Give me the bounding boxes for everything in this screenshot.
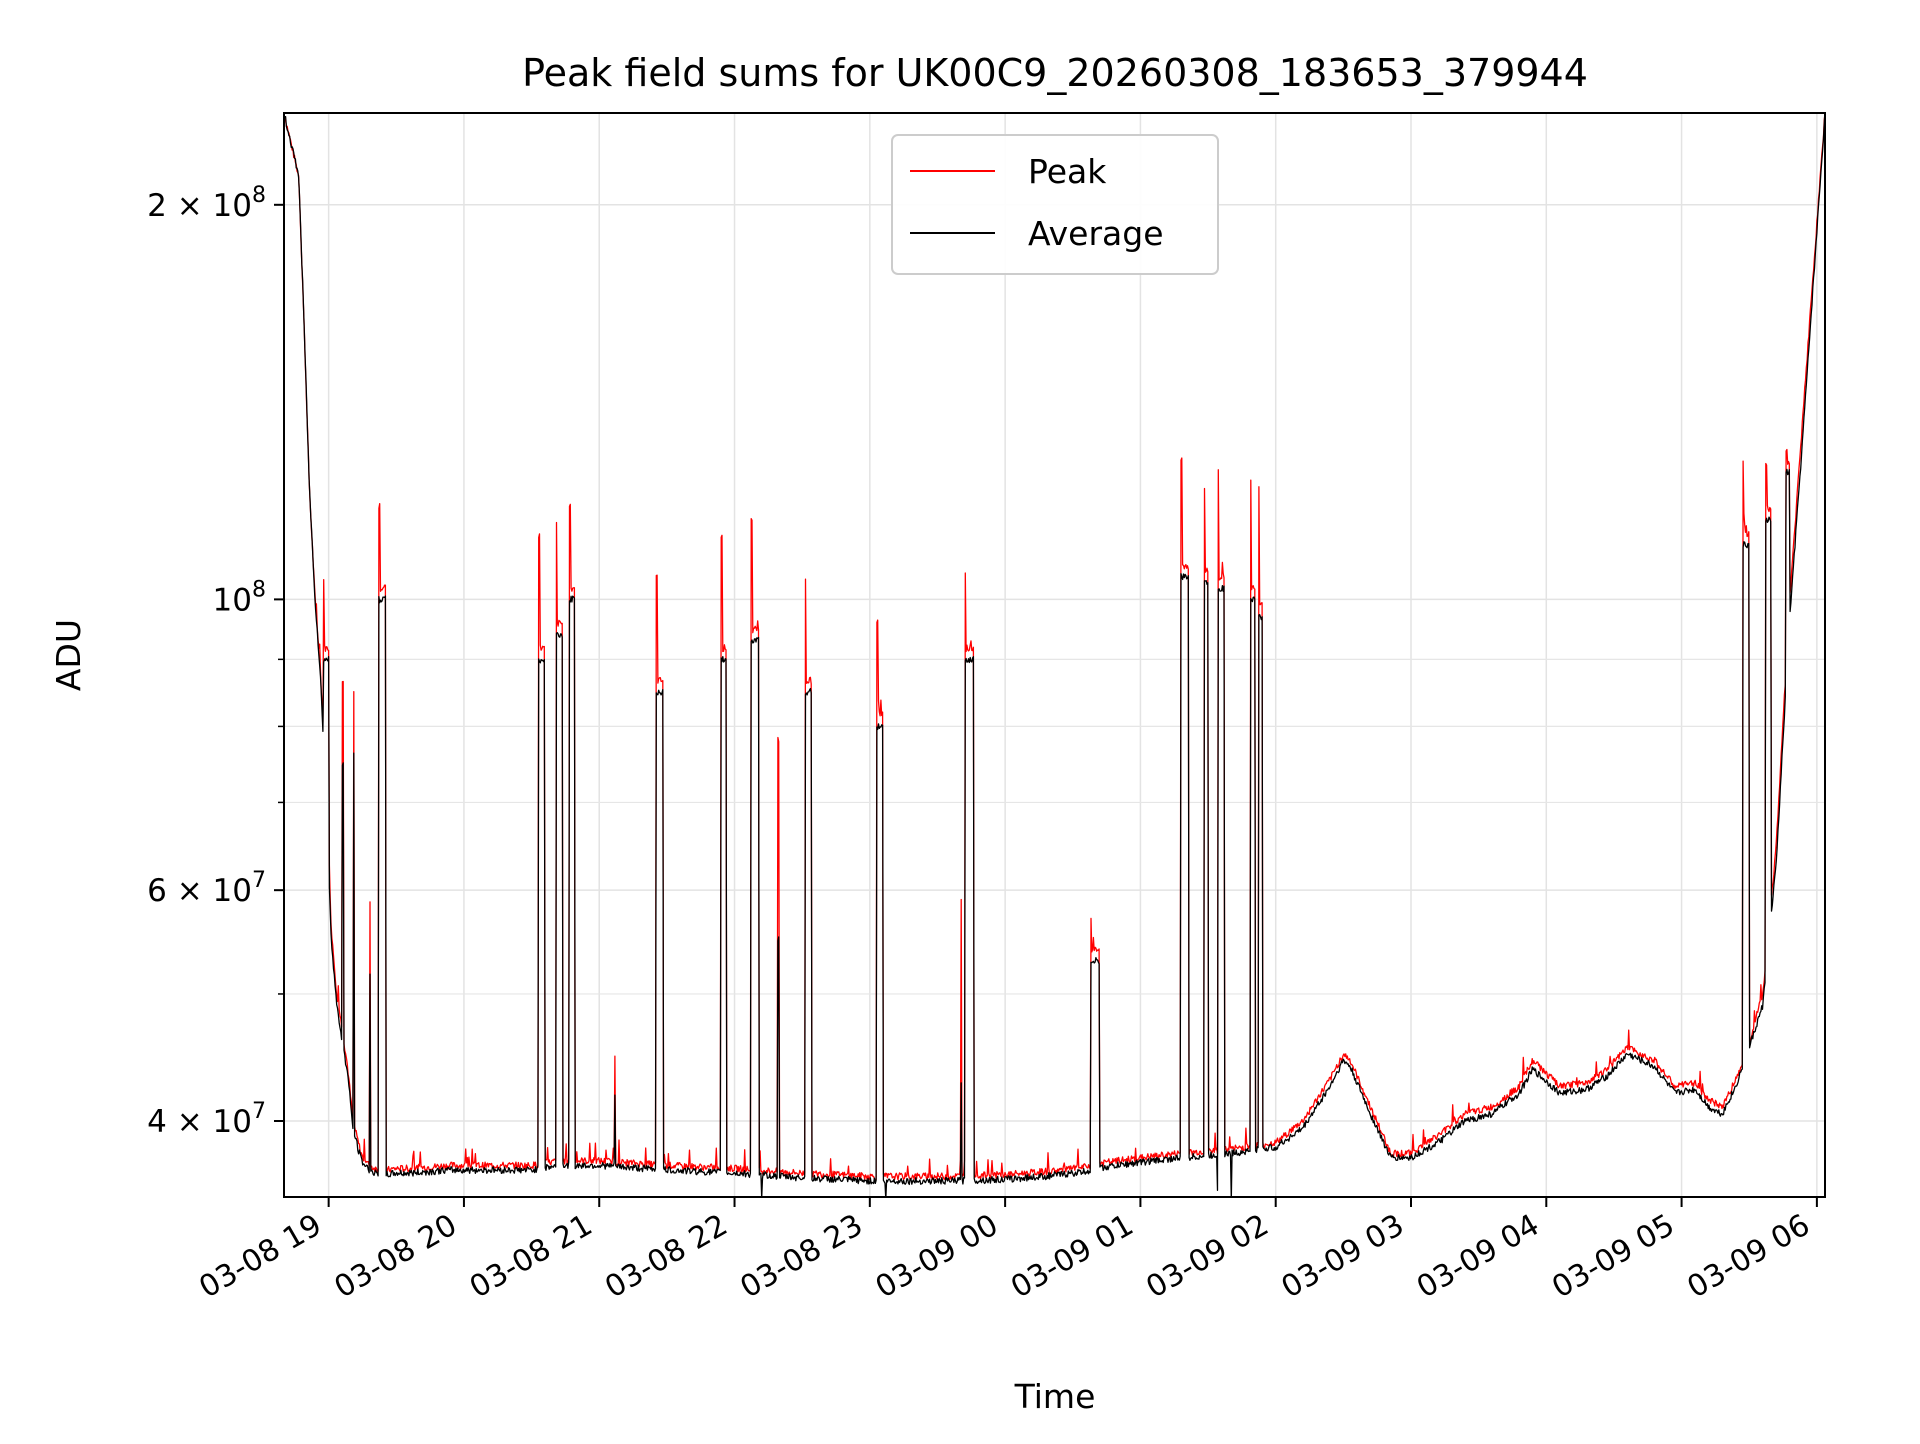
legend-box [891, 134, 1219, 275]
legend-label-average: Average [1028, 214, 1164, 253]
legend-label-peak: Peak [1028, 152, 1107, 191]
grid-lines [284, 113, 1825, 1197]
series-line-peak [284, 113, 1825, 1181]
y-tick-label: 2 × 108 [147, 183, 266, 224]
y-tick-label: 4 × 107 [147, 1099, 266, 1140]
y-tick-label: 108 [213, 577, 266, 618]
series-line-average [284, 113, 1825, 1197]
y-tick-label: 6 × 107 [147, 868, 266, 909]
series-layer [284, 113, 1825, 1197]
plot-frame [283, 112, 1826, 1198]
x-axis-label: Time [1014, 1377, 1096, 1416]
y-axis-label: ADU [49, 619, 88, 691]
legend: Peak Average [891, 134, 1219, 275]
y-axis-ticks: 2 × 108 108 6 × 107 4 × 107 [147, 183, 284, 1140]
chart-title: Peak field sums for UK00C9_20260308_1836… [522, 51, 1588, 95]
